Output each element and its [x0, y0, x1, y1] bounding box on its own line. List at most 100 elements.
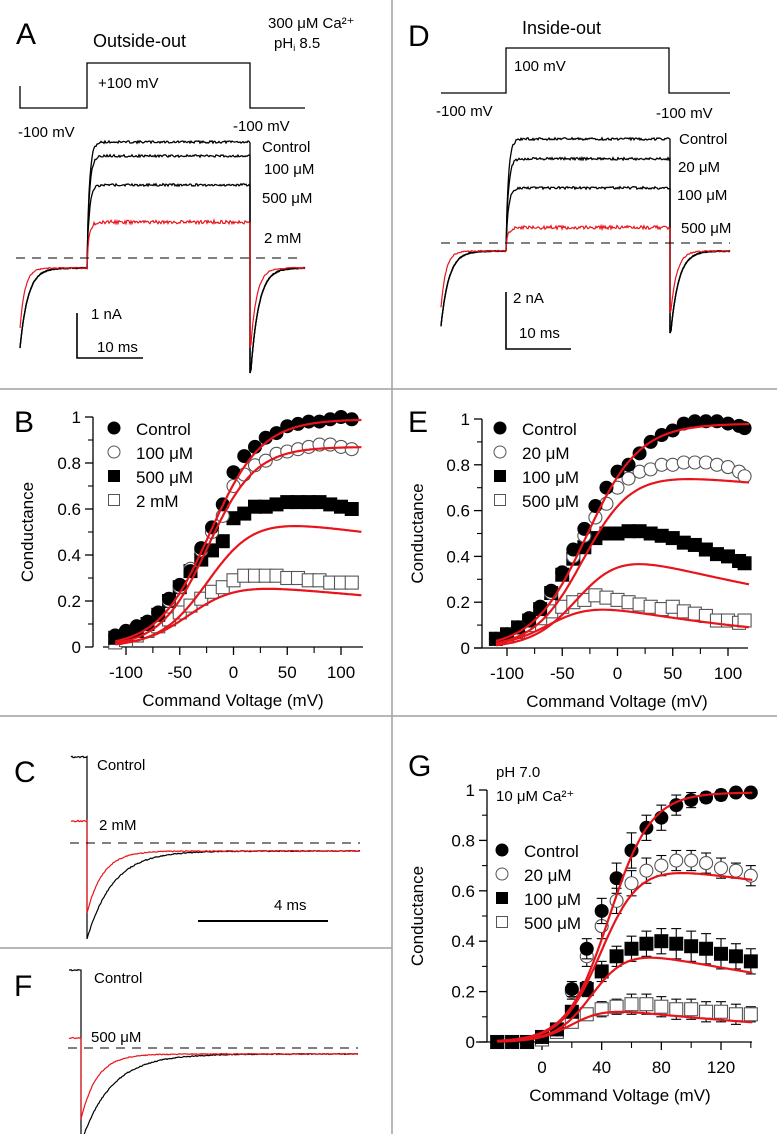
x-tick-label: 0 — [537, 1058, 546, 1077]
trace-100-m — [440, 185, 731, 334]
trace-control — [69, 968, 359, 1134]
panel-d-scale-current: 2 nA — [513, 290, 544, 307]
panel-a-hold-left: -100 mV — [18, 124, 75, 141]
panel-c-label-control: Control — [97, 757, 145, 774]
data-point — [665, 531, 680, 546]
legend-marker — [108, 470, 120, 482]
panel-d-scale-time: 10 ms — [519, 325, 560, 342]
legend-marker — [493, 421, 507, 435]
panel-a-scale-current: 1 nA — [91, 306, 122, 323]
legend-label: 100 μM — [136, 444, 193, 463]
panel-letter-b: B — [14, 406, 34, 439]
fit-curve — [495, 562, 750, 647]
panel-a-step-label: +100 mV — [98, 75, 158, 92]
data-point — [654, 528, 669, 543]
data-point — [714, 788, 728, 803]
legend-label: 20 μM — [522, 444, 570, 463]
x-axis-label: Command Voltage (mV) — [529, 1086, 710, 1105]
panel-letter-g: G — [408, 750, 431, 783]
panel-a-label-2mm: 2 mM — [264, 230, 302, 247]
data-point — [684, 853, 699, 868]
panel-a: A Outside-out 300 μM Ca²⁺ pHi 8.5 +100 m… — [16, 15, 355, 374]
data-point — [687, 537, 702, 552]
data-point — [522, 611, 537, 626]
y-tick-label: 0 — [461, 639, 470, 658]
panel-c-label-2mm: 2 mM — [99, 817, 137, 834]
panel-a-voltage-protocol — [19, 62, 305, 109]
y-tick-label: 0.8 — [451, 831, 475, 850]
legend-marker — [494, 494, 506, 506]
data-point — [713, 861, 729, 876]
trace-control — [19, 139, 306, 374]
panel-g-chart: 0 0.2 0.4 0.6 0.8 1 Conductance 0 40 80 120 Command… — [408, 781, 758, 1105]
data-point — [248, 499, 262, 514]
panel-g-calcium: 10 μM Ca²⁺ — [496, 788, 574, 805]
panel-letter-f: F — [14, 970, 32, 1003]
panel-a-label-500um: 500 μM — [262, 190, 312, 207]
panel-d-hold-right: -100 mV — [656, 105, 713, 122]
data-point — [643, 526, 658, 541]
panel-d-label-500um: 500 μM — [681, 220, 731, 237]
y-tick-label: 0.6 — [446, 502, 470, 521]
panel-d-step-label: 100 mV — [514, 58, 566, 75]
y-tick-label: 0.6 — [451, 882, 475, 901]
data-point — [579, 941, 594, 956]
x-tick-label: 40 — [592, 1058, 611, 1077]
data-point — [721, 416, 735, 431]
data-point — [269, 497, 284, 512]
data-point — [323, 497, 338, 512]
data-point — [151, 605, 166, 620]
data-point — [624, 941, 639, 956]
data-point — [698, 542, 713, 557]
data-point — [713, 1004, 729, 1019]
legend-marker — [494, 470, 506, 482]
fit-curve — [497, 1010, 753, 1043]
data-point — [215, 534, 230, 549]
data-point — [119, 623, 133, 638]
legend-label: Control — [136, 420, 191, 439]
legend-label: Control — [522, 420, 577, 439]
legend-label: 2 mM — [136, 492, 179, 511]
panel-a-scale-time: 10 ms — [97, 339, 138, 356]
fit-curve — [495, 423, 749, 642]
data-point — [639, 863, 654, 878]
legend-marker — [495, 867, 509, 881]
fit-curves — [495, 423, 750, 647]
fit-curve — [115, 446, 362, 645]
y-tick-label: 1 — [466, 781, 475, 800]
data-point — [490, 1035, 505, 1049]
data-point — [237, 506, 252, 521]
y-tick-label: 0.8 — [57, 454, 81, 473]
y-tick-label: 0.8 — [446, 456, 470, 475]
data-point — [621, 524, 636, 539]
data-point — [709, 547, 724, 562]
y-tick-label: 0 — [72, 638, 81, 657]
panel-letter-a: A — [16, 18, 36, 51]
panel-c: C Control 2 mM 4 ms — [14, 755, 361, 940]
panel-e-chart: 0 0.2 0.4 0.6 0.8 1 Conductance -100 -50 0 50 100 Co… — [408, 410, 752, 711]
panel-a-label-100um: 100 μM — [264, 161, 314, 178]
data-point — [334, 499, 348, 514]
legend-label: 500 μM — [524, 914, 581, 933]
data-point — [737, 613, 752, 628]
series-100-m — [490, 928, 758, 1049]
panel-d-voltage-protocol — [441, 47, 730, 94]
panel-letter-c: C — [14, 756, 36, 789]
panel-d-traces — [440, 136, 731, 334]
fit-curve — [115, 418, 362, 643]
data-point — [129, 619, 144, 634]
data-point — [728, 863, 743, 878]
panel-d-title: Inside-out — [522, 18, 601, 38]
trace-500-m — [19, 182, 306, 374]
data-point — [237, 449, 252, 464]
data-point — [684, 793, 699, 808]
data-point — [609, 871, 624, 886]
legend-marker — [496, 892, 508, 904]
panel-a-scale-bar — [76, 313, 143, 359]
data-point — [108, 628, 123, 643]
data-point — [654, 999, 669, 1014]
x-tick-label: 0 — [613, 664, 622, 683]
x-tick-label: -50 — [550, 664, 575, 683]
x-axis-label: Command Voltage (mV) — [142, 691, 323, 710]
data-point — [632, 524, 647, 539]
